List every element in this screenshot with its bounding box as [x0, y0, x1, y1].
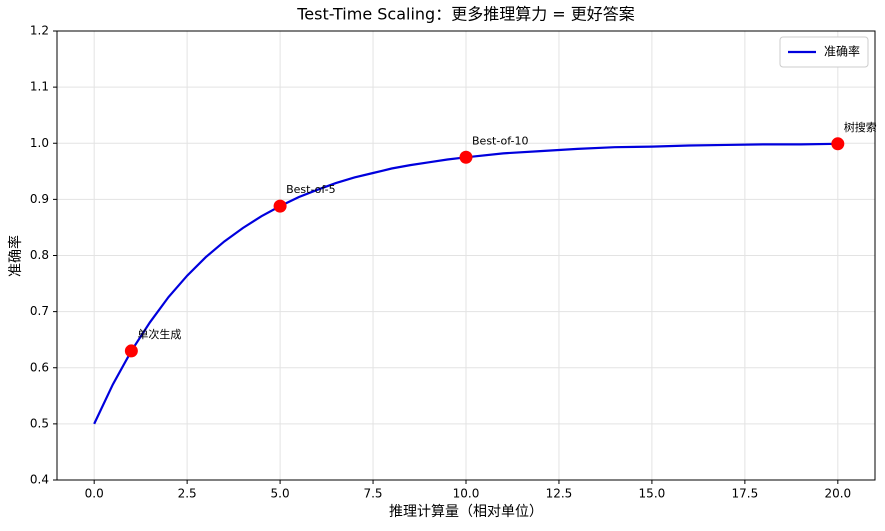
annotation: Best-of-10	[472, 134, 529, 147]
point	[831, 137, 845, 151]
x-tick-label: 12.5	[546, 487, 573, 501]
y-tick-label: 0.6	[30, 360, 49, 374]
annotation: 树搜索	[844, 120, 877, 134]
plot-frame	[56, 30, 876, 481]
x-axis-label: 推理计算量（相对单位）	[389, 504, 543, 520]
y-tick-label: 0.4	[30, 473, 49, 487]
point	[273, 199, 287, 213]
line	[93, 142, 838, 425]
x-tick-label: 0.0	[85, 487, 104, 501]
x-tick-label: 2.5	[178, 487, 197, 501]
legend-label: 准确率	[824, 44, 860, 59]
y-tick-label: 0.5	[30, 416, 49, 430]
y-tick-label: 0.7	[30, 304, 49, 318]
chart-title: Test-Time Scaling：更多推理算力 = 更好答案	[296, 5, 635, 24]
x-tick-label: 7.5	[363, 487, 382, 501]
x-tick-label: 17.5	[732, 487, 759, 501]
point	[459, 150, 473, 164]
y-axis-label: 准确率	[7, 235, 24, 277]
y-tick-label: 1.0	[30, 136, 49, 150]
x-tick-label: 20.0	[824, 487, 851, 501]
point	[124, 344, 138, 358]
x-tick-label: 15.0	[639, 487, 666, 501]
annotation: 单次生成	[137, 327, 181, 341]
y-tick-label: 1.1	[30, 80, 49, 94]
x-tick-label: 10.0	[453, 487, 480, 501]
y-tick-label: 1.2	[30, 24, 49, 38]
legend-box	[779, 36, 869, 68]
y-tick-label: 0.9	[30, 192, 49, 206]
annotation: Best-of-5	[286, 183, 336, 196]
y-tick-label: 0.8	[30, 248, 49, 262]
x-tick-label: 5.0	[271, 487, 290, 501]
